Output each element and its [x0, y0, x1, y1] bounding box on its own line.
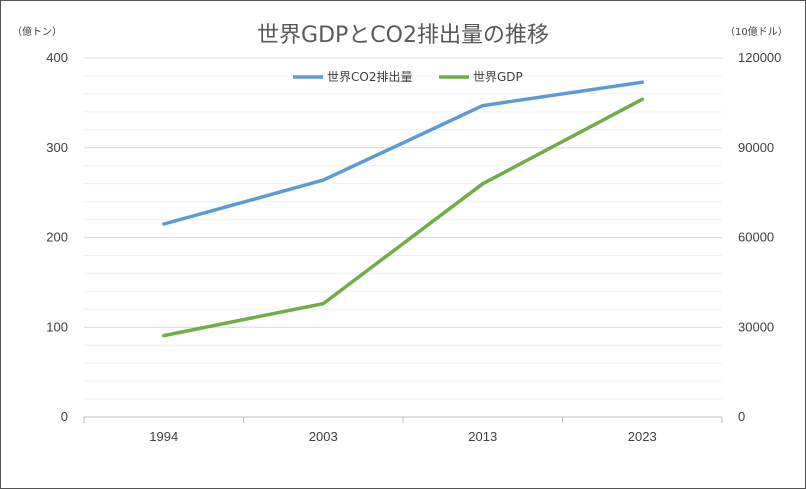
series-lines [162, 80, 645, 338]
right-axis-ticks: 0 30000 60000 90000 120000 [738, 50, 781, 424]
gridlines [84, 57, 722, 400]
series-line-co2 [162, 80, 645, 226]
right-tick-label: 60000 [738, 230, 774, 245]
left-tick-label: 400 [46, 50, 68, 65]
left-tick-label: 200 [46, 230, 68, 245]
series-line-gdp [162, 97, 645, 338]
x-tick-label: 1994 [149, 429, 178, 444]
x-tick-label: 2023 [628, 429, 657, 444]
legend-label: 世界GDP [473, 70, 523, 84]
left-axis-unit: （億トン） [12, 25, 62, 38]
left-tick-label: 0 [61, 409, 68, 424]
right-tick-label: 30000 [738, 319, 774, 334]
x-axis-ticks: 1994 2003 2013 2023 [149, 429, 656, 444]
right-axis-unit: （10億ドル） [725, 25, 788, 38]
left-tick-label: 100 [46, 319, 68, 334]
right-tick-label: 120000 [738, 50, 781, 65]
legend: 世界CO2排出量 世界GDP [293, 70, 523, 84]
axes [83, 416, 723, 423]
left-axis-ticks: 0 100 200 300 400 [46, 50, 68, 424]
left-tick-label: 300 [46, 140, 68, 155]
chart-title: 世界GDPとCO2排出量の推移 [257, 23, 549, 48]
x-tick-label: 2003 [309, 429, 338, 444]
x-tick-label: 2013 [468, 429, 497, 444]
right-tick-label: 0 [738, 409, 745, 424]
legend-label: 世界CO2排出量 [327, 70, 412, 84]
right-tick-label: 90000 [738, 140, 774, 155]
